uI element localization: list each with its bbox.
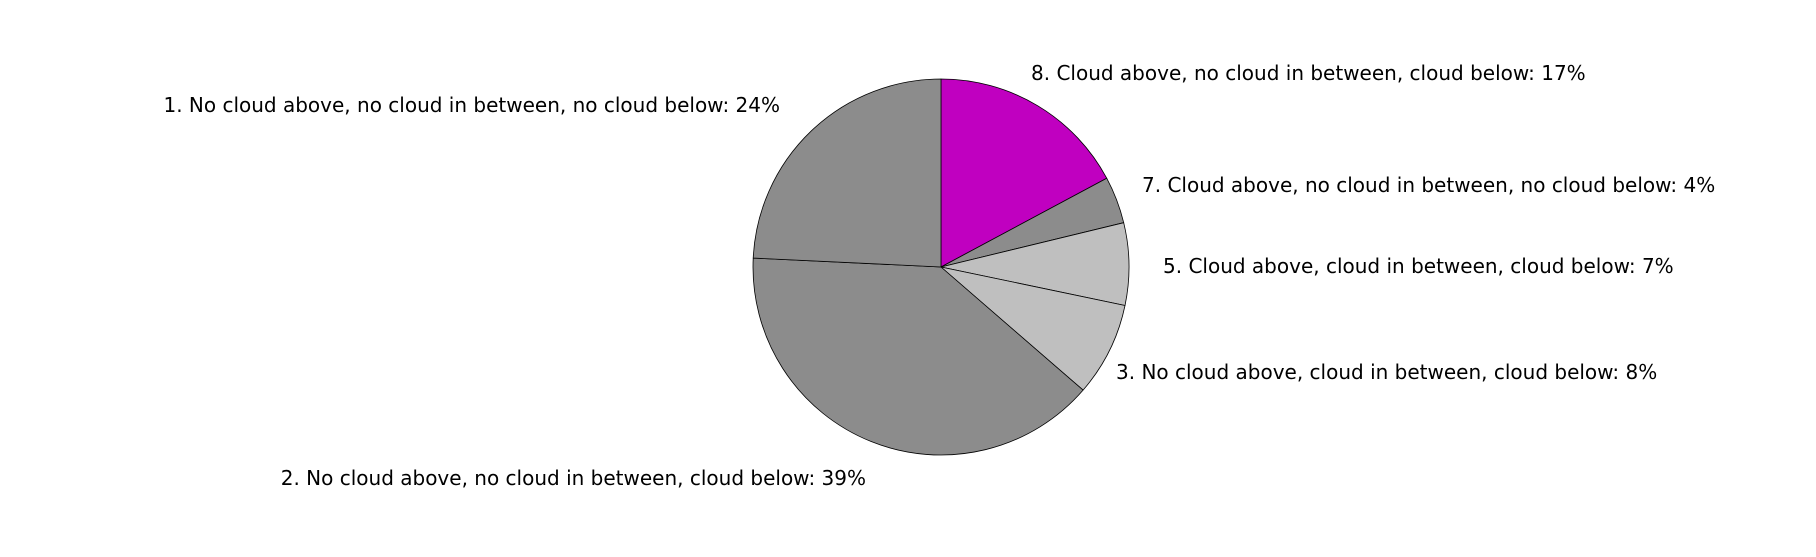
slice-label-8: 8. Cloud above, no cloud in between, clo… bbox=[1031, 61, 1586, 85]
slice-label-7: 7. Cloud above, no cloud in between, no … bbox=[1142, 173, 1715, 197]
slice-8 bbox=[940, 78, 1108, 268]
slice-3 bbox=[940, 266, 1126, 391]
slice-label-5: 5. Cloud above, cloud in between, cloud … bbox=[1163, 254, 1674, 278]
labels-layer: 8. Cloud above, no cloud in between, clo… bbox=[163, 61, 1715, 490]
slices-layer bbox=[752, 78, 1130, 456]
slice-1 bbox=[752, 78, 942, 268]
slice-label-3: 3. No cloud above, cloud in between, clo… bbox=[1116, 360, 1657, 384]
slice-label-2: 2. No cloud above, no cloud in between, … bbox=[281, 466, 866, 490]
slice-2 bbox=[752, 257, 1084, 456]
slice-label-1: 1. No cloud above, no cloud in between, … bbox=[163, 93, 780, 117]
